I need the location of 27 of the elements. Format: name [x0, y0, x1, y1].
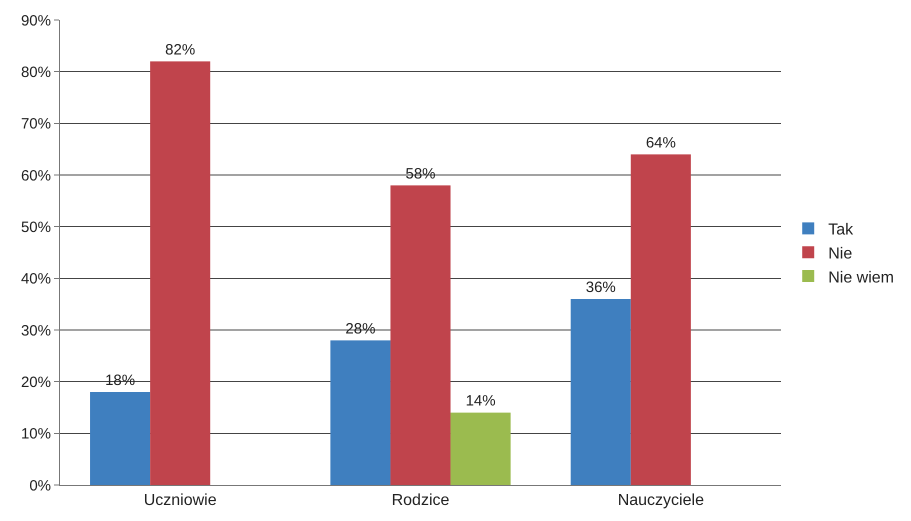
bar: [90, 392, 150, 485]
x-tick-label: Rodzice: [392, 492, 450, 510]
y-tick-label: 0%: [29, 477, 51, 494]
y-tick-label: 10%: [20, 426, 51, 443]
y-tick-label: 20%: [20, 374, 51, 391]
bar: [390, 185, 451, 485]
legend-label: Nie: [828, 245, 852, 262]
data-label: 64%: [646, 134, 676, 152]
y-tick-label: 50%: [20, 218, 51, 236]
bar: [570, 299, 631, 485]
y-tick-label: 70%: [20, 116, 51, 133]
y-tick-label: 60%: [20, 167, 51, 184]
data-label: 14%: [466, 392, 496, 410]
legend-label: Nie wiem: [828, 269, 894, 286]
y-tick-label: 90%: [20, 12, 51, 30]
x-tick-label: Uczniowie: [144, 492, 217, 510]
bar: [150, 61, 210, 485]
y-tick-label: 40%: [20, 270, 51, 288]
data-label: 36%: [586, 279, 616, 296]
data-label: 82%: [165, 41, 196, 58]
legend-label: Tak: [828, 222, 854, 239]
y-tick-label: 80%: [20, 64, 51, 81]
x-tick-label: Nauczyciele: [618, 492, 704, 510]
bar: [450, 412, 511, 485]
y-tick-label: 30%: [20, 322, 51, 340]
bar: [630, 154, 691, 485]
bar: [330, 340, 390, 485]
